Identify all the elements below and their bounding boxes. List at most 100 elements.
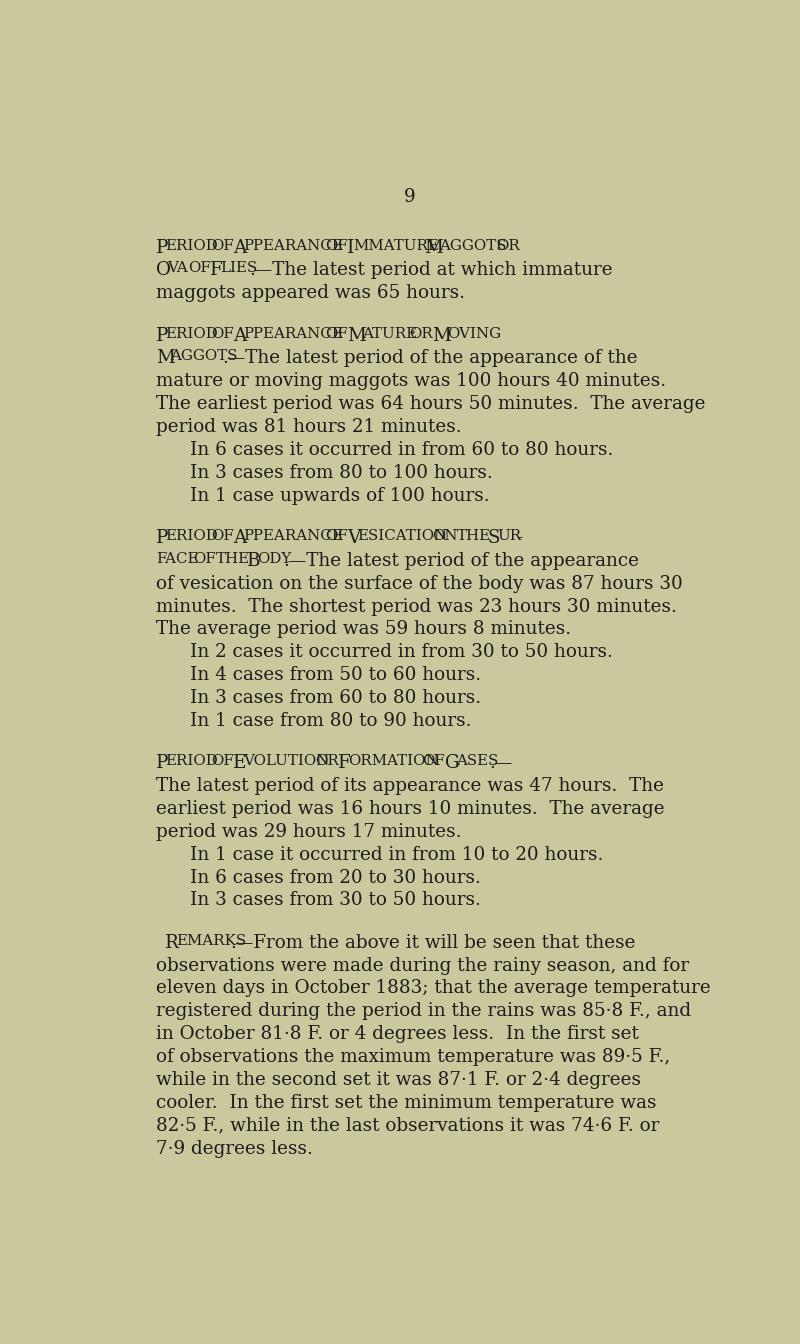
Text: PPEARANCE: PPEARANCE <box>243 238 343 253</box>
Text: P: P <box>156 327 168 344</box>
Text: A: A <box>233 530 246 547</box>
Text: OF: OF <box>325 530 348 543</box>
Text: In 1 case it occurred in from 10 to 20 hours.: In 1 case it occurred in from 10 to 20 h… <box>190 845 603 864</box>
Text: PPEARANCE: PPEARANCE <box>243 327 343 340</box>
Text: ATURE: ATURE <box>362 327 417 340</box>
Text: A: A <box>233 327 246 344</box>
Text: UR: UR <box>497 530 522 543</box>
Text: .: . <box>249 262 255 280</box>
Text: E: E <box>233 754 246 773</box>
Text: OF: OF <box>194 552 216 566</box>
Text: cooler.  In the first set the minimum temperature was: cooler. In the first set the minimum tem… <box>156 1094 656 1111</box>
Text: while in the second set it was 87·1 F. or 2·4 degrees: while in the second set it was 87·1 F. o… <box>156 1071 641 1089</box>
Text: In 1 case from 80 to 90 hours.: In 1 case from 80 to 90 hours. <box>190 712 471 730</box>
Text: 9: 9 <box>404 188 416 206</box>
Text: The earliest period was 64 hours 50 minutes.  The average: The earliest period was 64 hours 50 minu… <box>156 395 706 413</box>
Text: I: I <box>347 238 354 257</box>
Text: observations were made during the rainy season, and for: observations were made during the rainy … <box>156 957 689 974</box>
Text: The latest period of its appearance was 47 hours.  The: The latest period of its appearance was … <box>156 777 664 796</box>
Text: ERIOD: ERIOD <box>166 530 218 543</box>
Text: of observations the maximum temperature was 89·5 F.,: of observations the maximum temperature … <box>156 1048 670 1066</box>
Text: OVING: OVING <box>447 327 501 340</box>
Text: .: . <box>230 934 236 952</box>
Text: THE: THE <box>457 530 490 543</box>
Text: In 2 cases it occurred in from 30 to 50 hours.: In 2 cases it occurred in from 30 to 50 … <box>190 644 613 661</box>
Text: OR: OR <box>315 754 338 769</box>
Text: P: P <box>156 754 168 773</box>
Text: In 1 case upwards of 100 hours.: In 1 case upwards of 100 hours. <box>190 487 490 504</box>
Text: VOLUTION: VOLUTION <box>243 754 330 769</box>
Text: .: . <box>222 349 229 367</box>
Text: M: M <box>432 327 451 344</box>
Text: —The latest period of the appearance: —The latest period of the appearance <box>288 552 639 570</box>
Text: OF: OF <box>325 238 348 253</box>
Text: ON: ON <box>432 530 458 543</box>
Text: P: P <box>156 238 168 257</box>
Text: OF: OF <box>325 327 348 340</box>
Text: 82·5 F., while in the last observations it was 74·6 F. or: 82·5 F., while in the last observations … <box>156 1117 659 1134</box>
Text: —From the above it will be seen that these: —From the above it will be seen that the… <box>234 934 635 952</box>
Text: mature or moving maggots was 100 hours 40 minutes.: mature or moving maggots was 100 hours 4… <box>156 372 666 390</box>
Text: EMARKS: EMARKS <box>176 934 246 948</box>
Text: R: R <box>165 934 178 952</box>
Text: PPEARANCE: PPEARANCE <box>243 530 343 543</box>
Text: ERIOD: ERIOD <box>166 754 218 769</box>
Text: A: A <box>233 238 246 257</box>
Text: ESICATION: ESICATION <box>358 530 448 543</box>
Text: ASES: ASES <box>456 754 498 769</box>
Text: registered during the period in the rains was 85·8 F., and: registered during the period in the rain… <box>156 1003 691 1020</box>
Text: P: P <box>156 530 168 547</box>
Text: OF: OF <box>211 530 234 543</box>
Text: ODY: ODY <box>257 552 291 566</box>
Text: THE: THE <box>215 552 250 566</box>
Text: V: V <box>347 530 361 547</box>
Text: M: M <box>424 238 443 257</box>
Text: In 3 cases from 30 to 50 hours.: In 3 cases from 30 to 50 hours. <box>190 891 481 910</box>
Text: The average period was 59 hours 8 minutes.: The average period was 59 hours 8 minute… <box>156 621 571 638</box>
Text: O: O <box>156 262 171 280</box>
Text: OF: OF <box>211 327 234 340</box>
Text: —The latest period of the appearance of the: —The latest period of the appearance of … <box>227 349 638 367</box>
Text: OR: OR <box>496 238 519 253</box>
Text: In 4 cases from 50 to 60 hours.: In 4 cases from 50 to 60 hours. <box>190 667 481 684</box>
Text: -: - <box>516 530 522 547</box>
Text: F: F <box>210 262 223 280</box>
Text: LIES: LIES <box>220 262 258 276</box>
Text: earliest period was 16 hours 10 minutes.  The average: earliest period was 16 hours 10 minutes.… <box>156 800 665 818</box>
Text: In 3 cases from 60 to 80 hours.: In 3 cases from 60 to 80 hours. <box>190 689 481 707</box>
Text: F: F <box>338 754 350 773</box>
Text: .: . <box>283 552 290 570</box>
Text: ERIOD: ERIOD <box>166 327 218 340</box>
Text: period was 29 hours 17 minutes.: period was 29 hours 17 minutes. <box>156 823 462 841</box>
Text: AGGOTS: AGGOTS <box>438 238 506 253</box>
Text: MMATURE: MMATURE <box>353 238 439 253</box>
Text: maggots appeared was 65 hours.: maggots appeared was 65 hours. <box>156 285 465 302</box>
Text: 7·9 degrees less.: 7·9 degrees less. <box>156 1140 313 1157</box>
Text: In 6 cases from 20 to 30 hours.: In 6 cases from 20 to 30 hours. <box>190 868 481 887</box>
Text: In 6 cases it occurred in from 60 to 80 hours.: In 6 cases it occurred in from 60 to 80 … <box>190 441 614 458</box>
Text: period was 81 hours 21 minutes.: period was 81 hours 21 minutes. <box>156 418 462 435</box>
Text: G: G <box>445 754 459 773</box>
Text: VA: VA <box>167 262 188 276</box>
Text: OF: OF <box>211 238 234 253</box>
Text: In 3 cases from 80 to 100 hours.: In 3 cases from 80 to 100 hours. <box>190 464 493 481</box>
Text: —: — <box>494 754 512 773</box>
Text: OR: OR <box>410 327 433 340</box>
Text: AGGOTS: AGGOTS <box>170 349 238 363</box>
Text: S: S <box>487 530 500 547</box>
Text: M: M <box>156 349 174 367</box>
Text: .: . <box>489 754 495 773</box>
Text: in October 81·8 F. or 4 degrees less.  In the first set: in October 81·8 F. or 4 degrees less. In… <box>156 1025 638 1043</box>
Text: ORMATION: ORMATION <box>348 754 438 769</box>
Text: of vesication on the surface of the body was 87 hours 30: of vesication on the surface of the body… <box>156 575 682 593</box>
Text: OF: OF <box>422 754 446 769</box>
Text: eleven days in October 1883; that the average temperature: eleven days in October 1883; that the av… <box>156 980 710 997</box>
Text: OF: OF <box>188 262 211 276</box>
Text: M: M <box>347 327 366 344</box>
Text: minutes.  The shortest period was 23 hours 30 minutes.: minutes. The shortest period was 23 hour… <box>156 598 677 616</box>
Text: —The latest period at which immature: —The latest period at which immature <box>254 262 612 280</box>
Text: FACE: FACE <box>156 552 198 566</box>
Text: OF: OF <box>211 754 234 769</box>
Text: ERIOD: ERIOD <box>166 238 218 253</box>
Text: B: B <box>246 552 260 570</box>
